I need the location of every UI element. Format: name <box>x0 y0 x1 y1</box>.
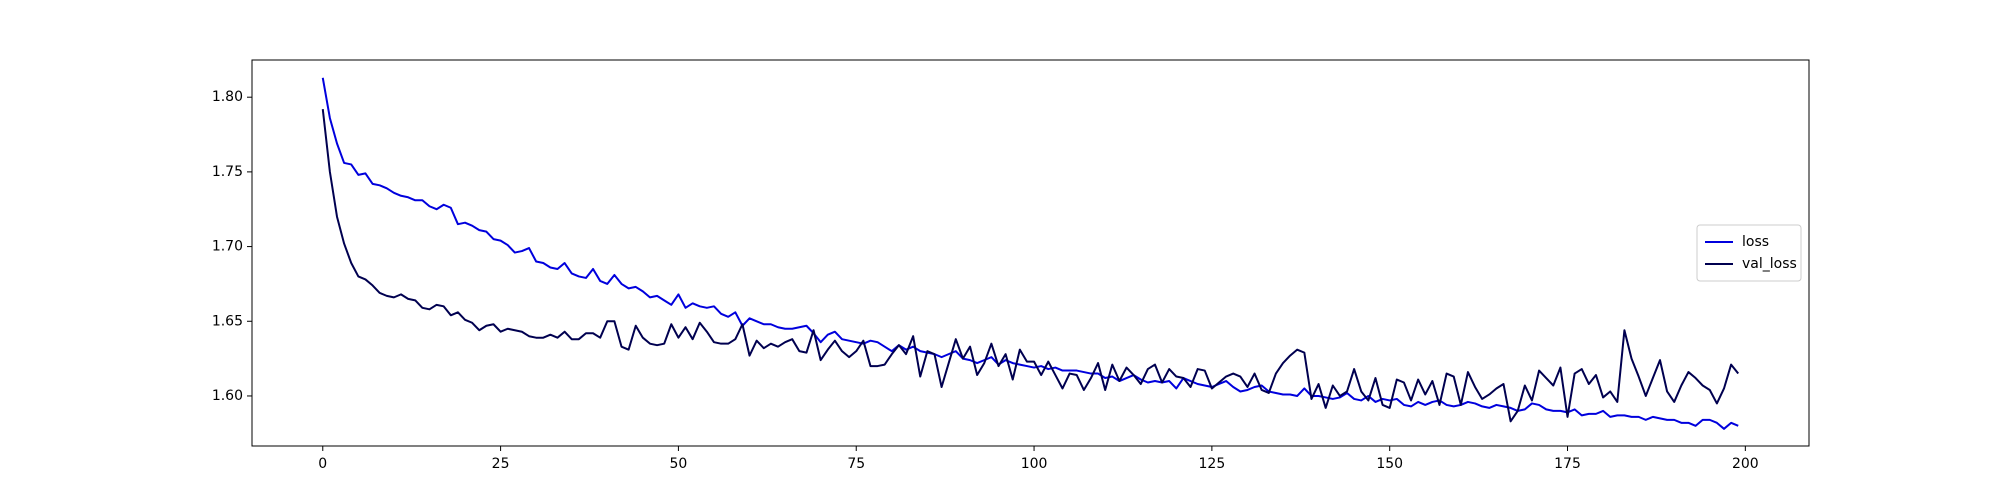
legend-label: loss <box>1742 234 1769 250</box>
x-tick-label: 0 <box>318 456 327 472</box>
y-tick-label: 1.75 <box>212 164 243 180</box>
legend-label: val_loss <box>1742 256 1797 272</box>
y-tick-label: 1.60 <box>212 388 243 404</box>
legend-box <box>1696 224 1802 282</box>
x-tick-label: 200 <box>1732 456 1759 472</box>
y-tick-label: 1.80 <box>212 89 243 105</box>
legend: loss val_loss <box>1696 224 1802 282</box>
x-tick-label: 125 <box>1199 456 1226 472</box>
line-series <box>321 109 1740 423</box>
plot-frame <box>251 59 1810 447</box>
x-tick-label: 25 <box>492 456 510 472</box>
y-tick-label: 1.70 <box>212 239 243 255</box>
x-tick-label: 75 <box>847 456 865 472</box>
x-tick-label: 150 <box>1376 456 1403 472</box>
x-tick-label: 100 <box>1021 456 1048 472</box>
line-series <box>321 77 1739 430</box>
x-tick-label: 175 <box>1554 456 1581 472</box>
y-tick-label: 1.65 <box>212 313 243 329</box>
x-tick-label: 50 <box>670 456 688 472</box>
plot-area <box>252 60 1809 446</box>
